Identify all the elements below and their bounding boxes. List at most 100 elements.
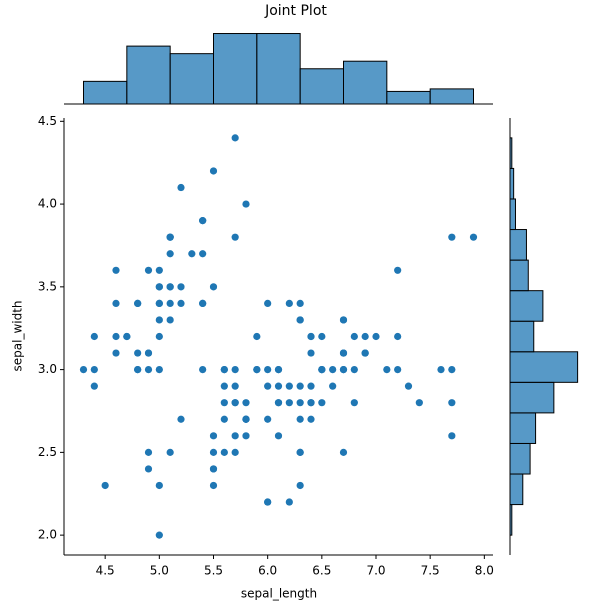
point: [166, 283, 174, 291]
hist-bar: [509, 442, 531, 475]
point: [361, 349, 369, 357]
point: [220, 399, 228, 407]
point: [448, 233, 456, 241]
point: [199, 366, 207, 374]
point: [155, 266, 163, 274]
point: [242, 399, 250, 407]
point: [144, 366, 153, 374]
hist-bar: [509, 259, 529, 292]
point: [166, 299, 174, 307]
hist-bar: [386, 90, 431, 105]
point: [274, 382, 283, 390]
point: [90, 332, 98, 341]
point: [177, 299, 185, 307]
point: [166, 233, 174, 241]
point: [209, 448, 218, 456]
point: [274, 366, 283, 374]
point: [285, 382, 293, 390]
point: [112, 266, 120, 274]
point: [339, 316, 348, 324]
point: [318, 399, 326, 407]
hist-bar: [509, 229, 527, 261]
y-tick-label: 2.0: [38, 528, 57, 542]
x-tick-label: 7.0: [366, 564, 385, 578]
point: [264, 366, 272, 374]
point: [220, 415, 228, 423]
point: [177, 283, 185, 291]
x-axis-label: sepal_length: [241, 587, 317, 601]
point: [209, 432, 218, 440]
point: [350, 399, 358, 407]
point: [155, 332, 163, 341]
point: [134, 299, 142, 307]
point: [307, 415, 315, 423]
hist-bar: [256, 33, 301, 105]
point: [101, 481, 109, 490]
x-tick-label: 6.0: [258, 564, 277, 578]
point: [329, 382, 337, 390]
hist-bar: [429, 88, 474, 105]
point: [285, 498, 293, 506]
point: [144, 465, 153, 473]
point: [242, 415, 250, 423]
point: [296, 299, 304, 307]
point: [361, 332, 369, 341]
hist-bar: [509, 473, 524, 506]
point: [307, 332, 315, 341]
point: [296, 399, 304, 407]
point: [220, 448, 228, 456]
point: [166, 316, 174, 324]
hist-bar: [509, 351, 579, 383]
point: [394, 366, 402, 374]
point: [285, 299, 293, 307]
point: [350, 332, 358, 341]
hist-bar: [509, 137, 513, 169]
x-tick-label: 7.5: [421, 564, 440, 578]
point: [144, 349, 153, 357]
point: [296, 316, 304, 324]
hist-bar: [509, 198, 516, 231]
x-tick-label: 5.0: [150, 564, 169, 578]
point: [155, 299, 163, 307]
point: [155, 283, 163, 291]
point: [155, 531, 163, 539]
point: [274, 432, 283, 440]
point: [448, 366, 456, 374]
point: [155, 366, 163, 374]
point: [274, 399, 283, 407]
point: [144, 448, 153, 456]
y-axis-label: sepal_width: [11, 300, 25, 371]
point: [231, 233, 239, 241]
point: [155, 316, 163, 324]
point: [318, 332, 326, 341]
point: [296, 415, 304, 423]
point: [166, 250, 174, 258]
point: [112, 332, 120, 341]
hist-bar: [509, 167, 515, 200]
point: [209, 465, 218, 473]
point: [134, 349, 142, 357]
point: [231, 448, 239, 456]
point: [339, 366, 348, 374]
hist-bar: [509, 504, 513, 536]
point: [296, 382, 304, 390]
point: [209, 283, 218, 291]
point: [339, 349, 348, 357]
point: [90, 366, 98, 374]
point: [231, 399, 239, 407]
point: [231, 134, 239, 142]
point: [264, 382, 272, 390]
point: [220, 382, 228, 390]
y-tick-label: 4.0: [38, 197, 57, 211]
point: [394, 332, 402, 341]
point: [79, 366, 88, 374]
point: [264, 299, 272, 307]
x-tick-label: 5.5: [204, 564, 223, 578]
y-tick-label: 2.5: [38, 445, 57, 459]
point: [307, 399, 315, 407]
point: [329, 366, 337, 374]
chart-title: Joint Plot: [264, 3, 327, 19]
point: [318, 366, 326, 374]
point: [155, 481, 163, 490]
